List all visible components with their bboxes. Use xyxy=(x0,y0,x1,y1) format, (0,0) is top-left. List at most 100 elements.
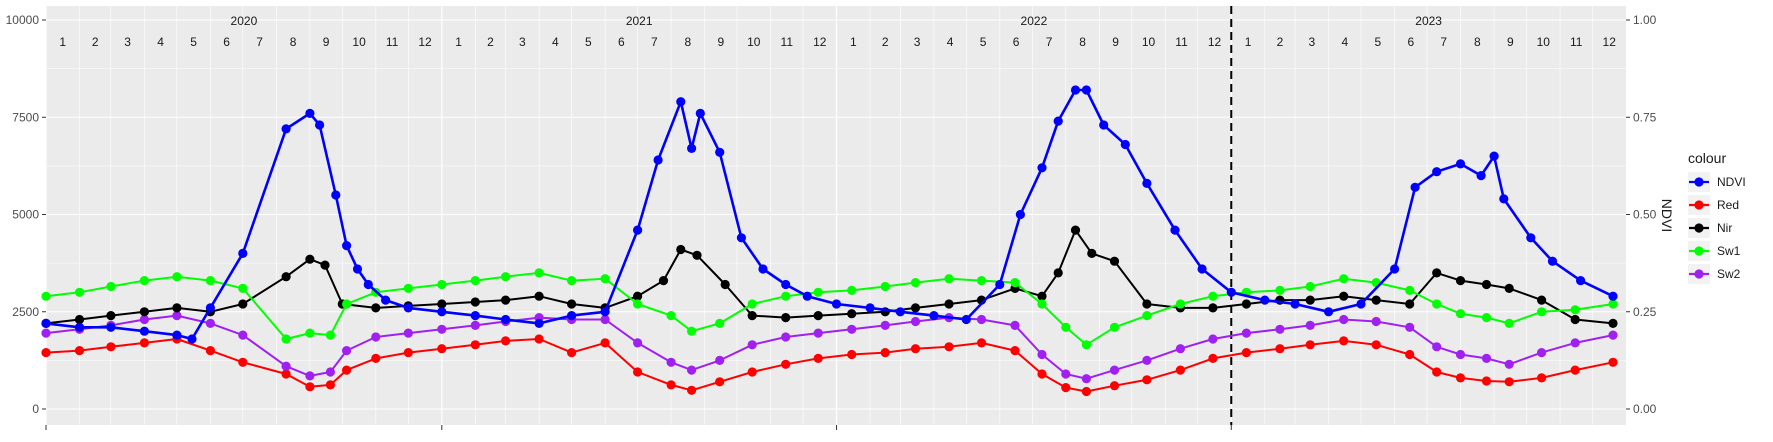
legend-key-point xyxy=(1694,200,1704,210)
data-point-nir xyxy=(720,279,730,290)
data-point-sw1 xyxy=(633,299,643,309)
data-point-ndvi xyxy=(995,279,1005,290)
data-point-ndvi xyxy=(736,233,747,243)
data-point-nir xyxy=(1455,276,1466,286)
data-point-red xyxy=(403,348,413,358)
data-point-ndvi xyxy=(172,330,182,340)
data-point-red xyxy=(534,334,544,344)
month-label: 1 xyxy=(1245,35,1252,49)
month-label: 11 xyxy=(1175,35,1188,49)
data-point-red xyxy=(470,340,480,350)
data-point-red xyxy=(600,338,610,348)
data-point-nir xyxy=(1208,303,1218,313)
data-point-sw1 xyxy=(172,272,182,282)
month-label: 6 xyxy=(1407,35,1414,49)
data-point-sw1 xyxy=(470,276,480,286)
data-point-ndvi xyxy=(929,311,939,321)
data-point-ndvi xyxy=(331,190,341,200)
data-point-ndvi xyxy=(802,291,812,301)
data-point-nir xyxy=(320,260,330,270)
data-point-sw1 xyxy=(1339,274,1349,284)
data-point-red xyxy=(41,348,51,358)
month-label: 10 xyxy=(1537,35,1551,49)
month-label: 5 xyxy=(190,35,197,49)
data-point-ndvi xyxy=(1197,264,1207,274)
y-tick-label: 7500 xyxy=(12,110,39,124)
data-point-red xyxy=(281,369,291,379)
data-point-nir xyxy=(633,291,643,301)
data-point-nir xyxy=(1241,299,1251,309)
data-point-sw1 xyxy=(1037,299,1047,309)
data-point-sw1 xyxy=(1142,311,1152,321)
data-point-sw2 xyxy=(666,357,676,367)
data-point-ndvi xyxy=(781,279,791,290)
data-point-sw2 xyxy=(1432,342,1442,352)
data-point-ndvi xyxy=(1120,139,1130,150)
data-point-sw2 xyxy=(1570,338,1580,348)
data-point-red xyxy=(139,338,149,348)
month-label: 7 xyxy=(256,35,263,49)
legend-key-point xyxy=(1694,177,1704,187)
month-label: 8 xyxy=(290,35,297,49)
data-point-red xyxy=(976,338,987,348)
data-point-sw1 xyxy=(1570,305,1580,315)
data-point-sw2 xyxy=(172,311,182,321)
month-label: 7 xyxy=(1440,35,1447,49)
legend-label: NDVI xyxy=(1717,175,1746,189)
data-point-nir xyxy=(1537,295,1547,305)
month-label: 3 xyxy=(519,35,526,49)
y-tick-label: 2500 xyxy=(12,305,39,319)
data-point-ndvi xyxy=(600,307,610,317)
data-point-ndvi xyxy=(676,97,686,107)
data-point-sw2 xyxy=(1175,344,1185,354)
data-point-red xyxy=(944,342,954,352)
data-point-sw1 xyxy=(305,328,315,338)
data-point-nir xyxy=(1432,268,1442,278)
data-point-sw1 xyxy=(1010,278,1020,288)
month-label: 1 xyxy=(59,35,66,49)
data-point-ndvi xyxy=(534,318,544,328)
data-point-ndvi xyxy=(1608,291,1618,301)
data-point-ndvi xyxy=(1170,225,1180,235)
data-point-ndvi xyxy=(695,108,705,118)
series-nir xyxy=(41,225,1618,328)
data-point-sw1 xyxy=(847,285,857,295)
bottom-axis xyxy=(45,425,1232,430)
data-point-nir xyxy=(172,303,182,313)
data-point-red xyxy=(305,382,315,392)
month-label: 8 xyxy=(1079,35,1086,49)
month-label: 9 xyxy=(717,35,724,49)
data-point-ndvi xyxy=(1226,287,1236,297)
month-label: 4 xyxy=(157,35,164,49)
data-point-nir xyxy=(106,311,116,321)
data-point-sw1 xyxy=(880,281,890,292)
data-point-sw1 xyxy=(1608,299,1618,309)
data-point-ndvi xyxy=(1410,182,1420,192)
data-point-sw2 xyxy=(205,318,215,328)
data-point-sw1 xyxy=(1109,322,1120,332)
data-point-sw1 xyxy=(715,318,725,328)
month-label: 12 xyxy=(1208,35,1222,49)
data-point-sw2 xyxy=(470,320,480,330)
month-label: 3 xyxy=(914,35,921,49)
data-point-ndvi xyxy=(1290,299,1300,309)
data-point-nir xyxy=(1070,225,1081,235)
data-point-sw2 xyxy=(139,314,149,325)
data-point-ndvi xyxy=(1099,120,1109,130)
data-point-nir xyxy=(305,254,315,264)
series-line-red xyxy=(45,338,1614,393)
data-point-red xyxy=(1109,381,1120,391)
series-layer xyxy=(41,85,1618,397)
data-point-nir xyxy=(847,309,857,319)
data-point-nir xyxy=(813,311,823,321)
data-point-nir xyxy=(910,303,921,313)
data-point-ndvi xyxy=(187,334,197,344)
data-point-red xyxy=(1339,336,1349,346)
month-label: 11 xyxy=(386,35,399,49)
data-point-nir xyxy=(1504,283,1514,293)
data-point-red xyxy=(437,344,447,354)
month-label: 12 xyxy=(813,35,827,49)
right-axis-title: NDVI xyxy=(1659,199,1675,232)
